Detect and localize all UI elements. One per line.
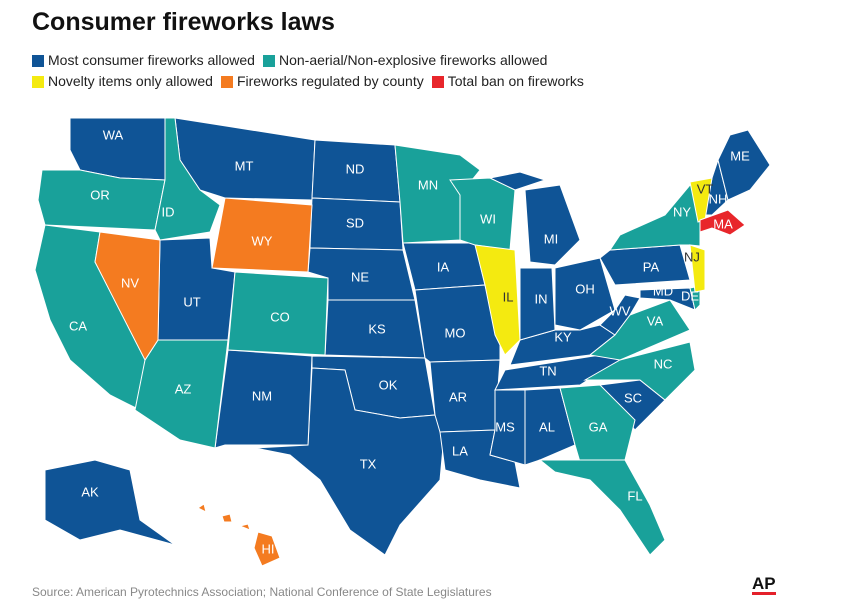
state-label: DE bbox=[681, 288, 699, 303]
legend-item: Novelty items only allowed bbox=[32, 71, 213, 92]
title: Consumer fireworks laws bbox=[32, 8, 335, 36]
state bbox=[489, 389, 526, 466]
state bbox=[639, 287, 696, 311]
state-label: IN bbox=[535, 291, 548, 306]
state bbox=[227, 271, 329, 356]
state-label: AR bbox=[449, 389, 467, 404]
state-label: WY bbox=[252, 233, 273, 248]
legend-swatch bbox=[32, 54, 44, 67]
map: WA MT ND SD NE KS OK TX NM UT IA MO AR LA MS AL TN KY IN MI… bbox=[34, 117, 771, 567]
state-label: MI bbox=[544, 231, 558, 246]
state-label: NH bbox=[709, 191, 728, 206]
legend-item: Non-aerial/Non-explosive fireworks allow… bbox=[262, 50, 548, 71]
state-label: WI bbox=[480, 211, 496, 226]
legend: Most consumer fireworks allowed Non-aeria… bbox=[32, 50, 722, 92]
legend-label: Fireworks regulated by county bbox=[236, 73, 424, 89]
state-label: TX bbox=[360, 456, 377, 471]
legend-swatch bbox=[220, 75, 233, 88]
state-label: NE bbox=[351, 269, 369, 284]
state-label: GA bbox=[589, 419, 608, 434]
state bbox=[254, 367, 446, 556]
source: Source: American Pyrotechnics Associatio… bbox=[32, 585, 492, 599]
state-label: OK bbox=[379, 377, 398, 392]
state-label: UT bbox=[183, 294, 200, 309]
state-label: HI bbox=[262, 541, 275, 556]
state-label: MO bbox=[445, 325, 466, 340]
state-label: AK bbox=[81, 484, 99, 499]
state-label: TN bbox=[539, 363, 556, 378]
state bbox=[609, 184, 701, 251]
legend-item: Total ban on fireworks bbox=[431, 71, 584, 92]
state bbox=[211, 197, 313, 273]
state bbox=[197, 503, 281, 567]
state-label: NY bbox=[673, 204, 691, 219]
state-label: LA bbox=[452, 443, 468, 458]
state-label: ME bbox=[730, 148, 750, 163]
state-label: IA bbox=[437, 259, 450, 274]
legend-item: Most consumer fireworks allowed bbox=[32, 50, 255, 71]
state-label: MT bbox=[235, 158, 254, 173]
state-label: SC bbox=[624, 390, 642, 405]
legend-label: Total ban on fireworks bbox=[447, 73, 584, 89]
state-label: KS bbox=[368, 321, 386, 336]
state-label: NM bbox=[252, 388, 272, 403]
state bbox=[717, 129, 771, 201]
state bbox=[588, 299, 691, 361]
legend-label: Non-aerial/Non-explosive fireworks allow… bbox=[278, 52, 548, 68]
state bbox=[699, 209, 746, 236]
state-label: VT bbox=[697, 181, 714, 196]
legend-swatch bbox=[431, 75, 444, 88]
state-label: ND bbox=[346, 161, 365, 176]
state-label: VA bbox=[647, 313, 664, 328]
state-label: WA bbox=[103, 127, 124, 142]
state-label: NJ bbox=[684, 249, 700, 264]
state-label: FL bbox=[627, 488, 642, 503]
state-label: NV bbox=[121, 275, 139, 290]
legend-item: Fireworks regulated by county bbox=[220, 71, 424, 92]
state-label: ID bbox=[162, 204, 175, 219]
state-label: AL bbox=[539, 419, 555, 434]
state-label: KY bbox=[554, 329, 572, 344]
state-label: WV bbox=[610, 303, 631, 318]
state bbox=[524, 387, 576, 466]
state-label: PA bbox=[643, 259, 660, 274]
state-label: CA bbox=[69, 318, 87, 333]
state bbox=[94, 231, 161, 361]
state bbox=[538, 459, 666, 556]
state bbox=[44, 459, 176, 546]
legend-swatch bbox=[262, 54, 275, 67]
logo: AP bbox=[752, 574, 776, 595]
state-label: MA bbox=[713, 216, 733, 231]
state-label: MN bbox=[418, 177, 438, 192]
state bbox=[554, 257, 616, 331]
state-label: OR bbox=[90, 187, 110, 202]
legend-label: Most consumer fireworks allowed bbox=[48, 52, 255, 68]
state-label: MS bbox=[495, 419, 515, 434]
state bbox=[689, 244, 706, 293]
state bbox=[519, 267, 556, 341]
state-label: SD bbox=[346, 215, 364, 230]
state-label: NC bbox=[654, 356, 673, 371]
state-label: MD bbox=[653, 283, 673, 298]
state-label: AZ bbox=[175, 381, 192, 396]
state-label: OH bbox=[575, 281, 595, 296]
state bbox=[154, 117, 221, 241]
state-label: CO bbox=[270, 309, 290, 324]
state bbox=[474, 244, 521, 356]
legend-label: Novelty items only allowed bbox=[48, 73, 213, 89]
state-label: IL bbox=[503, 289, 514, 304]
legend-swatch bbox=[32, 75, 44, 88]
